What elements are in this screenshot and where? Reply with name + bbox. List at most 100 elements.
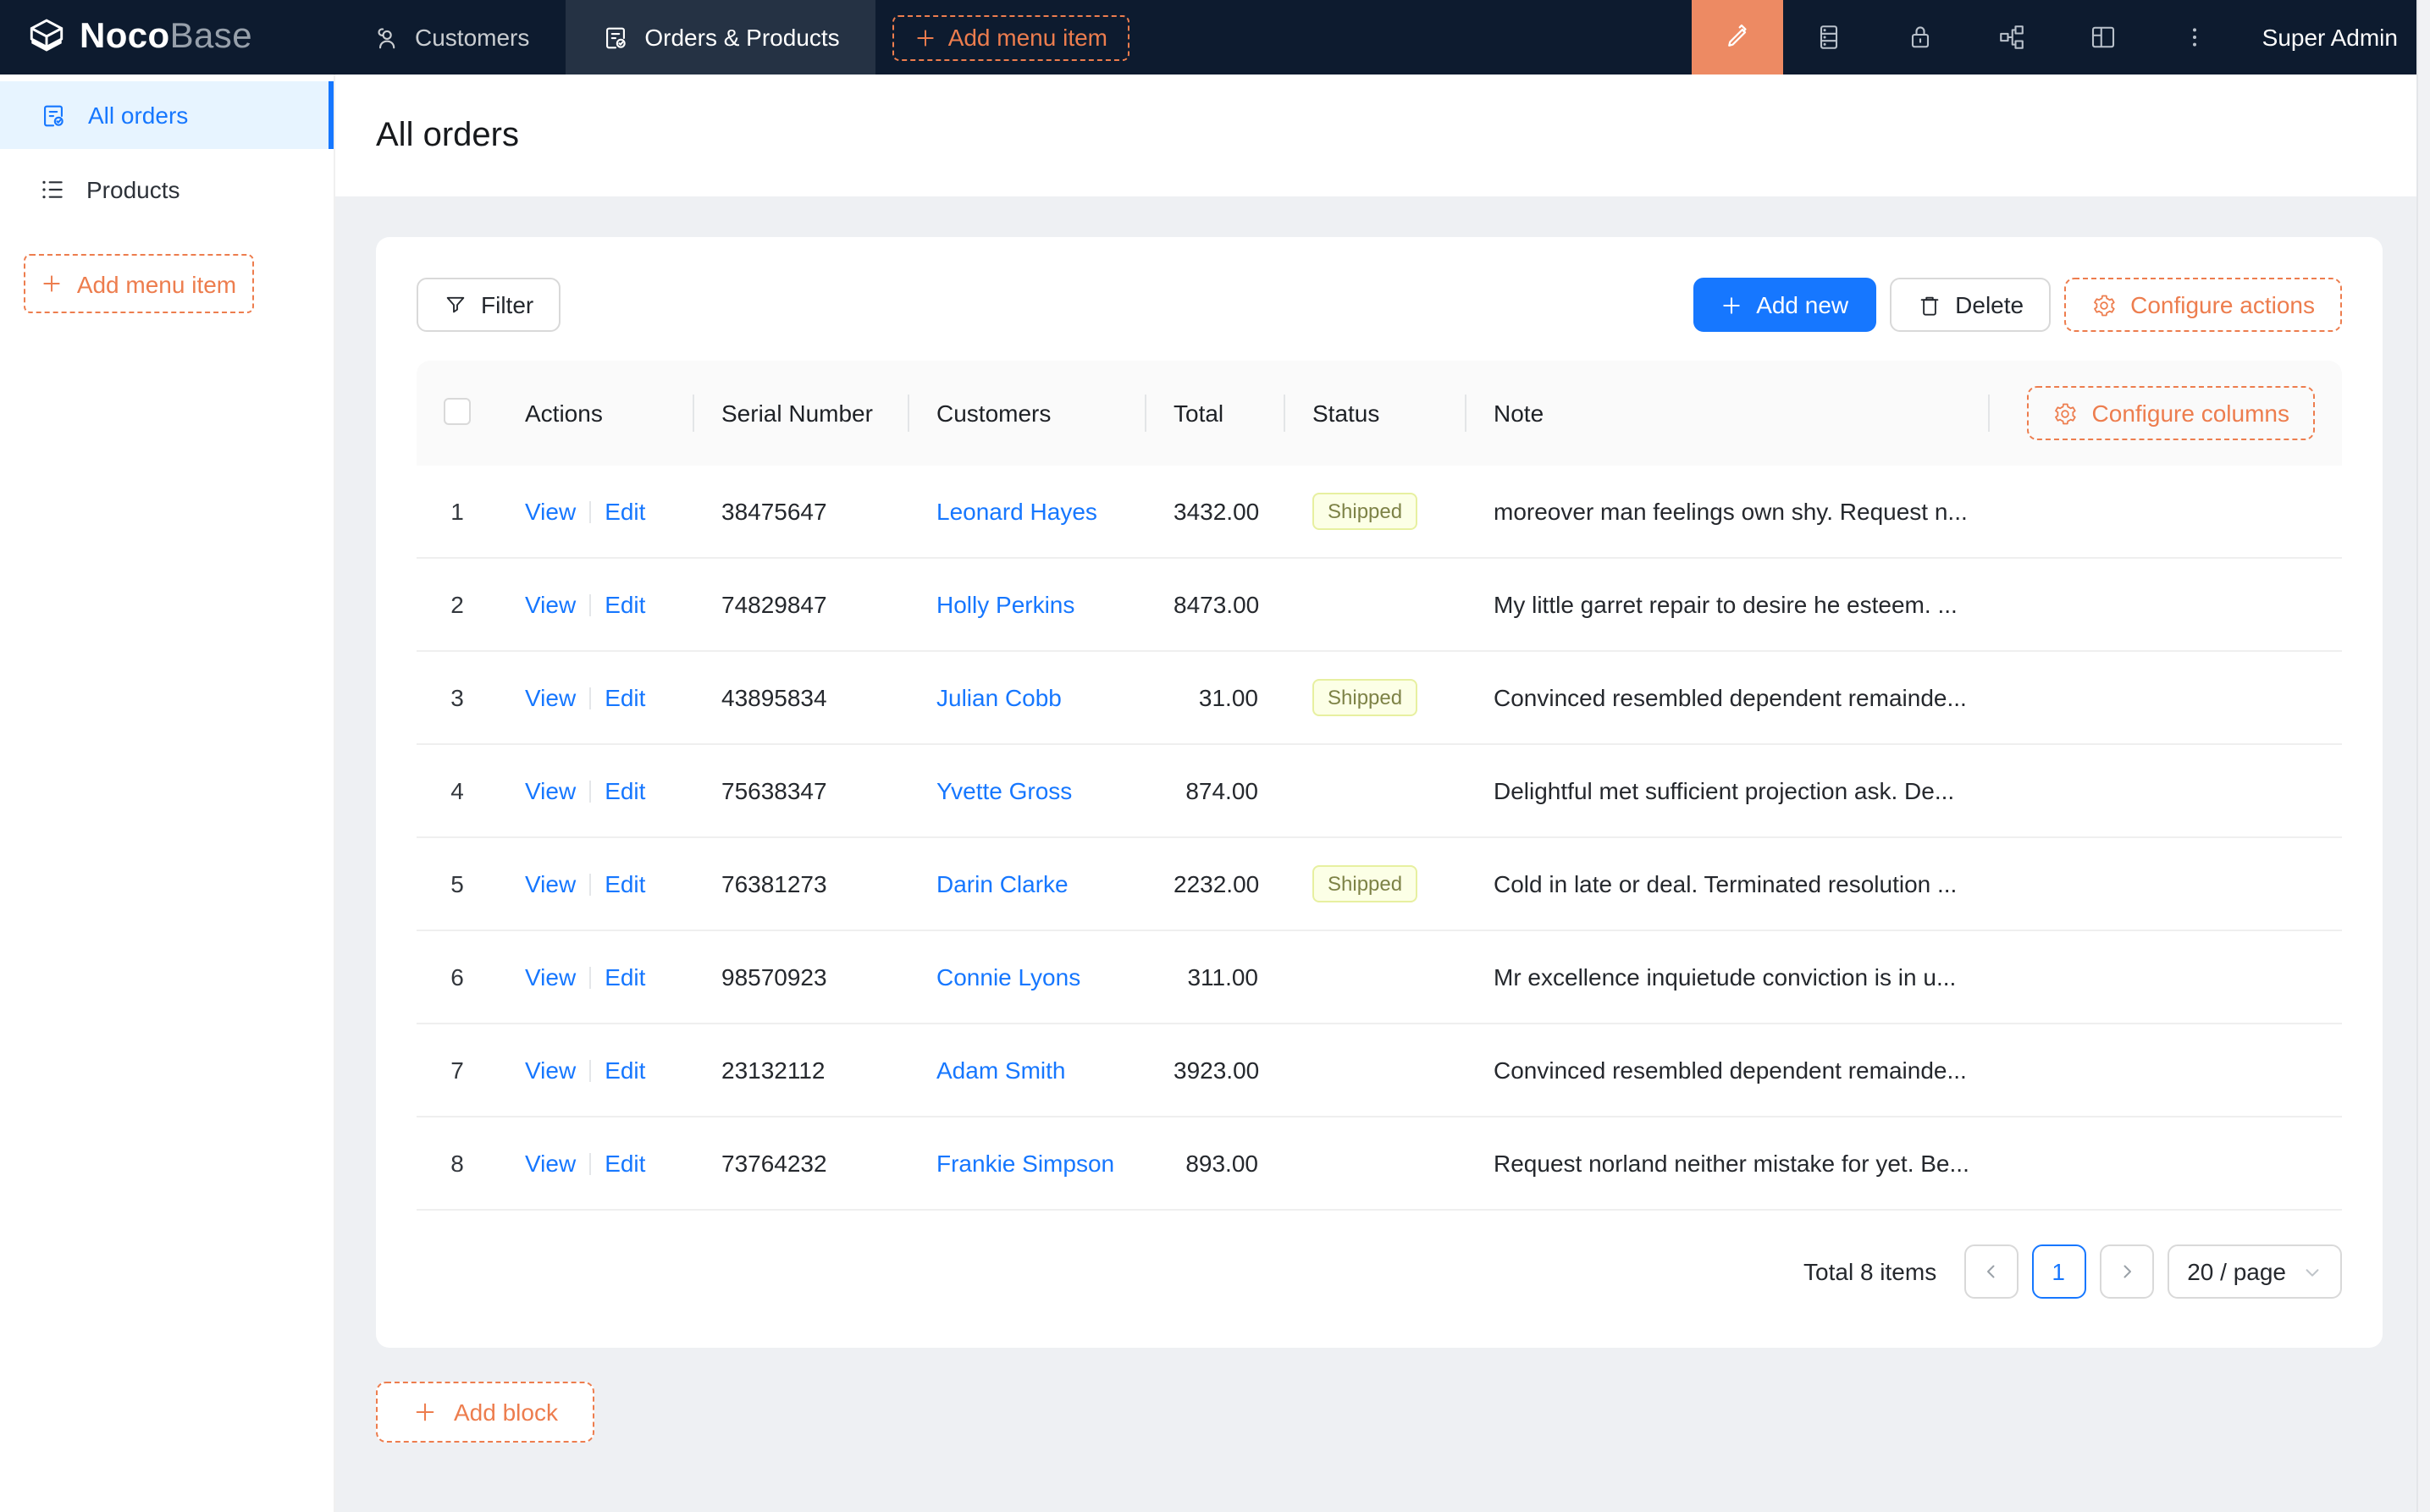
empty-cell (1990, 744, 2342, 838)
customer-link[interactable]: Frankie Simpson (936, 1150, 1115, 1177)
row-actions-cell: View Edit (498, 744, 694, 838)
edit-link[interactable]: Edit (605, 870, 646, 897)
view-link[interactable]: View (525, 870, 577, 897)
edit-link[interactable]: Edit (605, 498, 646, 525)
view-link[interactable]: View (525, 777, 577, 804)
row-index: 7 (417, 1024, 498, 1117)
edit-link[interactable]: Edit (605, 1150, 646, 1177)
status-cell: Shipped (1285, 466, 1466, 559)
ui-editor-button[interactable] (1691, 0, 1783, 74)
view-link[interactable]: View (525, 591, 577, 618)
view-link[interactable]: View (525, 498, 577, 525)
database-icon (1814, 22, 1844, 52)
total-cell: 31.00 (1146, 651, 1285, 745)
action-divider (589, 594, 592, 616)
serial-number-cell: 98570923 (694, 930, 909, 1024)
nav-tab-label: Orders & Products (644, 24, 840, 51)
user-menu[interactable]: Super Admin (2240, 0, 2430, 74)
filter-button[interactable]: Filter (417, 278, 561, 332)
view-link[interactable]: View (525, 1057, 577, 1084)
edit-link[interactable]: Edit (605, 591, 646, 618)
scrollbar[interactable] (2416, 0, 2430, 1512)
view-link[interactable]: View (525, 684, 577, 711)
row-actions-cell: View Edit (498, 837, 694, 931)
pagination-next-button[interactable] (2099, 1244, 2154, 1299)
plus-icon (1720, 294, 1742, 316)
total-cell: 8473.00 (1146, 558, 1285, 652)
customer-cell: Yvette Gross (909, 744, 1146, 838)
sidebar: All orders Products Add menu item (0, 74, 335, 1512)
column-header-status: Status (1285, 361, 1466, 466)
edit-link[interactable]: Edit (605, 1057, 646, 1084)
add-block-button[interactable]: Add block (376, 1382, 595, 1443)
row-actions-cell: View Edit (498, 930, 694, 1024)
chevron-down-icon (2303, 1262, 2322, 1281)
empty-cell (1990, 466, 2342, 559)
customer-link[interactable]: Connie Lyons (936, 963, 1081, 991)
status-cell: Shipped (1285, 651, 1466, 745)
column-header-note: Note (1466, 361, 1990, 466)
customer-link[interactable]: Leonard Hayes (936, 498, 1097, 525)
configure-columns-button[interactable]: Configure columns (2027, 386, 2315, 440)
status-badge: Shipped (1312, 493, 1418, 530)
row-actions-cell: View Edit (498, 1117, 694, 1211)
data-sources-button[interactable] (1783, 0, 1875, 74)
edit-link[interactable]: Edit (605, 777, 646, 804)
customer-link[interactable]: Yvette Gross (936, 777, 1073, 804)
column-header-configure: Configure columns (1990, 361, 2342, 466)
workflow-button[interactable] (1966, 0, 2057, 74)
pagination-prev-button[interactable] (1963, 1244, 2019, 1299)
main-area: All orders Filter (335, 74, 2430, 1512)
nav-add-menu-item-button[interactable]: Add menu item (892, 14, 1130, 60)
view-link[interactable]: View (525, 963, 577, 991)
page-size-select[interactable]: 20 / page (2167, 1244, 2342, 1299)
customer-link[interactable]: Adam Smith (936, 1057, 1066, 1084)
layout-button[interactable] (2057, 0, 2149, 74)
empty-cell (1990, 558, 2342, 652)
chevron-right-icon (2116, 1261, 2136, 1282)
note-cell: Request norland neither mistake for yet.… (1466, 1117, 1990, 1211)
logo-cube-icon (25, 16, 68, 58)
add-new-button[interactable]: Add new (1693, 278, 1876, 332)
row-actions-cell: View Edit (498, 1024, 694, 1117)
pagination-page-1[interactable]: 1 (2031, 1244, 2086, 1299)
sidebar-item-label: All orders (88, 102, 189, 129)
nav-tab-orders-products[interactable]: Orders & Products (565, 0, 875, 74)
nav-tab-customers[interactable]: Customers (335, 0, 565, 74)
note-cell: Convinced resembled dependent remainde..… (1466, 651, 1990, 745)
configure-actions-button[interactable]: Configure actions (2064, 278, 2342, 332)
select-all-cell (417, 361, 498, 466)
delete-button[interactable]: Delete (1889, 278, 2052, 332)
customer-link[interactable]: Julian Cobb (936, 684, 1062, 711)
row-index: 2 (417, 558, 498, 652)
note-cell: Delightful met sufficient projection ask… (1466, 744, 1990, 838)
filter-icon (444, 293, 467, 317)
highlighter-icon (1722, 22, 1753, 52)
edit-link[interactable]: Edit (605, 684, 646, 711)
logo-text-noco: Noco (80, 17, 170, 56)
configure-columns-label: Configure columns (2091, 400, 2289, 427)
sidebar-item-all-orders[interactable]: All orders (0, 81, 334, 149)
gear-icon (2091, 292, 2117, 317)
page-header: All orders (335, 74, 2430, 196)
total-cell: 311.00 (1146, 930, 1285, 1024)
total-cell: 3432.00 (1146, 466, 1285, 559)
total-cell: 893.00 (1146, 1117, 1285, 1211)
customer-link[interactable]: Darin Clarke (936, 870, 1069, 897)
more-options-button[interactable] (2149, 0, 2240, 74)
customer-link[interactable]: Holly Perkins (936, 591, 1075, 618)
row-index: 3 (417, 651, 498, 745)
view-link[interactable]: View (525, 1150, 577, 1177)
sidebar-add-menu-item-label: Add menu item (76, 270, 237, 297)
sidebar-item-products[interactable]: Products (0, 156, 334, 223)
nocobase-logo[interactable]: NocoBase (0, 0, 335, 74)
row-actions-cell: View Edit (498, 651, 694, 745)
note-cell: Convinced resembled dependent remainde..… (1466, 1024, 1990, 1117)
edit-link[interactable]: Edit (605, 963, 646, 991)
sidebar-add-menu-item-button[interactable]: Add menu item (14, 254, 264, 313)
select-all-checkbox[interactable] (444, 397, 471, 424)
ellipsis-icon (2181, 24, 2208, 51)
nav-tabs: Customers Orders & Products Add men (335, 0, 1130, 74)
access-control-button[interactable] (1875, 0, 1966, 74)
